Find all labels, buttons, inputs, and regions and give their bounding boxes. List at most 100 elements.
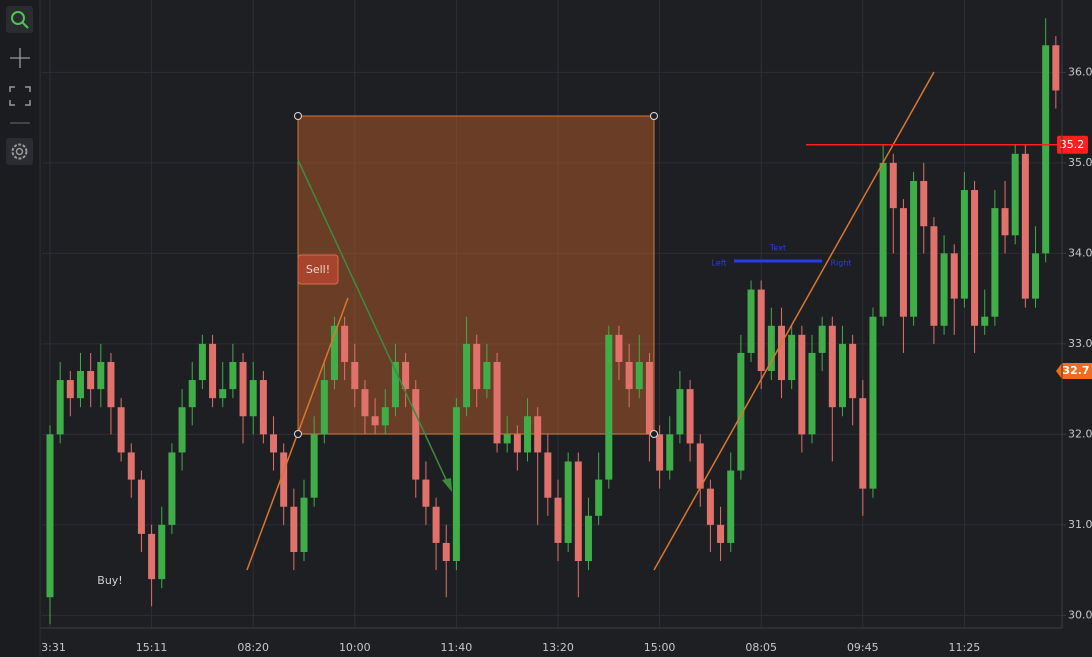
candle-body (788, 334, 796, 381)
drawings: Sell! Buy! Left Text Right 35.2 32.7 (97, 71, 1092, 587)
candle-body (1032, 253, 1040, 299)
sell-label: Sell! (306, 263, 330, 276)
y-tick-label: 30.0 (1068, 608, 1092, 621)
candle-body (554, 497, 562, 543)
candle-body (727, 470, 735, 543)
candle-body (188, 380, 196, 408)
candle-body (595, 479, 603, 516)
handle[interactable] (650, 112, 658, 120)
candle-body (920, 180, 928, 227)
candle-body (899, 208, 907, 317)
candle-body (229, 361, 237, 390)
candle-body (117, 407, 125, 453)
candle-body (574, 461, 582, 562)
candle-body (259, 380, 267, 435)
candle-body (615, 334, 623, 362)
candle-body (361, 389, 369, 417)
candle-body (757, 289, 765, 372)
candle-body (137, 479, 145, 534)
candle-body (503, 434, 511, 444)
candle-body (381, 407, 389, 426)
handle[interactable] (294, 430, 302, 438)
candle-body (869, 316, 877, 489)
candle-body (330, 325, 338, 381)
candle-body (66, 380, 74, 399)
x-tick-label: 15:11 (136, 641, 168, 654)
candle-body (889, 162, 897, 209)
candle-body (239, 361, 247, 417)
candle-body (270, 434, 278, 453)
candle-body (1011, 153, 1019, 236)
candle-body (534, 416, 542, 453)
candle-body (798, 334, 806, 435)
candle-body (87, 371, 95, 390)
candle-body (46, 434, 54, 598)
candle-body (513, 434, 521, 453)
candle-body (717, 524, 725, 543)
candle-body (351, 361, 359, 390)
candle-body (706, 488, 714, 525)
candle-body (564, 461, 572, 543)
candle-body (605, 334, 613, 480)
candle-body (483, 361, 491, 390)
arrow-head (442, 478, 452, 492)
candle-body (219, 389, 227, 399)
candle-body (168, 452, 176, 525)
buy-label: Buy! (97, 574, 122, 587)
x-tick-label: 13:20 (542, 641, 574, 654)
settings-button[interactable] (6, 138, 33, 165)
candle-body (666, 434, 674, 471)
pan-button[interactable] (10, 48, 30, 68)
candle-body (290, 506, 298, 552)
sell-label-box[interactable] (297, 254, 339, 285)
candle-body (696, 443, 704, 489)
candle-body (625, 361, 633, 390)
fit-button[interactable] (9, 86, 31, 106)
y-tick-label: 33.0 (1068, 337, 1092, 350)
candle-body (1021, 153, 1029, 299)
candle-body (940, 253, 948, 326)
candle-body (737, 352, 745, 471)
toolbar-bg (0, 0, 40, 657)
price-line-label: 35.2 (1060, 138, 1085, 151)
candle-body (838, 343, 846, 408)
candle-body (859, 398, 867, 489)
y-tick-label: 32.0 (1068, 427, 1092, 440)
candle-body (828, 325, 836, 408)
candle-body (341, 325, 349, 362)
candle-body (676, 389, 684, 435)
candle-body (544, 452, 552, 498)
candle-body (686, 389, 694, 444)
candle-body (127, 452, 135, 480)
candle-body (412, 389, 420, 480)
candle-body (432, 506, 440, 543)
last-price-tag (1056, 363, 1092, 380)
candle-body (452, 407, 460, 562)
candle-body (209, 343, 217, 399)
x-tick-label: 11:25 (949, 641, 981, 654)
candle-body (930, 226, 938, 326)
candle-body (280, 452, 288, 507)
handle[interactable] (650, 430, 658, 438)
x-tick-label: 09:45 (847, 641, 879, 654)
candle-body (818, 325, 826, 353)
handle[interactable] (294, 112, 302, 120)
toolbar (0, 0, 41, 657)
candle-body (524, 416, 532, 453)
candle-body (148, 533, 156, 580)
candle-body (778, 325, 786, 381)
candle-body (402, 361, 410, 390)
candle-body (981, 316, 989, 326)
trend-line[interactable] (653, 71, 935, 571)
candle-body (645, 361, 653, 435)
candle-body (584, 515, 592, 562)
candle-body (493, 361, 501, 444)
candle-body (463, 343, 471, 408)
x-tick-label: 08:20 (237, 641, 269, 654)
ruler-text: Text (769, 244, 786, 253)
ruler-right: Right (830, 259, 851, 268)
zoom-button[interactable] (6, 6, 33, 33)
arrow-line[interactable] (297, 159, 450, 487)
candle-body (950, 253, 958, 299)
